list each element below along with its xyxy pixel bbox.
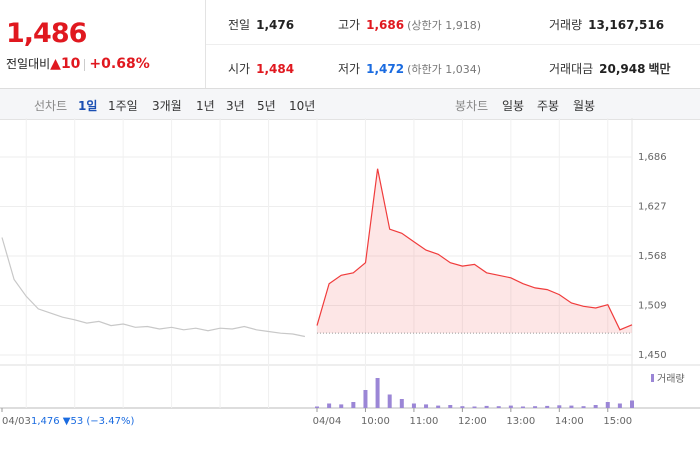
volume-bar — [411, 403, 416, 408]
volume-bar — [339, 404, 344, 408]
volume-bar — [363, 390, 368, 408]
volume-bar — [399, 399, 404, 408]
stat: 고가 1,686 (상한가 1,918) — [338, 16, 481, 33]
stat-label: 거래량 — [549, 18, 583, 32]
volume-bar — [484, 405, 489, 408]
volume-bar — [520, 406, 525, 408]
tab[interactable]: 월봉 — [573, 99, 596, 113]
stat: 거래량 13,167,516 — [549, 16, 664, 33]
volume-legend-swatch — [651, 374, 654, 382]
tab-group-label: 봉차트 — [455, 99, 489, 113]
change-rate: +0.68% — [89, 56, 150, 72]
volume-bar — [593, 405, 598, 408]
volume-bar — [436, 405, 441, 408]
x-tick-label: 11:00 — [410, 416, 439, 427]
stat-value: 1,472 — [366, 62, 405, 76]
x-tick-label: 13:00 — [506, 416, 535, 427]
volume-bar — [496, 406, 501, 408]
volume-bar — [315, 406, 319, 408]
y-tick-label: 1,627 — [638, 202, 667, 213]
annotation: 1,476 ▼53 (−3.47%) — [31, 416, 134, 427]
y-tick-label: 1,509 — [638, 301, 667, 312]
x-tick-label: 12:00 — [458, 416, 487, 427]
x-tick-label: 10:00 — [361, 416, 390, 427]
stat-note: (하한가 1,034) — [407, 63, 481, 76]
volume-bar — [630, 400, 634, 408]
stat: 거래대금 20,948 백만 — [549, 60, 671, 77]
volume-legend: 거래량 — [657, 373, 685, 385]
tab-bar: 선차트 1일 1주일 3개월 1년 3년 5년 10년 봉차트 일봉 주봉 월봉 — [0, 89, 700, 120]
stat-label: 저가 — [338, 62, 361, 76]
header: 1,486 전일대비▲10 +0.68% 전일 1,476 고가 1,686 (상한가 … — [0, 0, 700, 89]
tab[interactable]: 1주일 — [108, 99, 138, 113]
volume-bar — [557, 405, 562, 408]
stat: 시가 1,484 — [228, 60, 294, 77]
change: 전일대비▲10 +0.68% — [6, 55, 150, 72]
x-tick-label: 04/04 — [313, 416, 342, 427]
price-box: 1,486 전일대비▲10 +0.68% — [0, 0, 206, 88]
stat: 전일 1,476 — [228, 16, 294, 33]
price: 1,486 — [6, 18, 87, 49]
stat-value: 1,484 — [256, 62, 295, 76]
x-tick-label: 15:00 — [603, 416, 632, 427]
change-value: ▲10 — [50, 56, 81, 72]
tab[interactable]: 3개월 — [152, 99, 182, 113]
tab[interactable]: 1일 — [78, 99, 98, 113]
volume-bar — [375, 378, 380, 408]
volume-bar — [351, 402, 356, 408]
stat-label: 시가 — [228, 62, 251, 76]
stat-value: 13,167,516 — [588, 18, 665, 32]
stat-note: (상한가 1,918) — [407, 19, 481, 32]
volume-bar — [508, 405, 513, 408]
volume-bar — [605, 402, 610, 408]
volume-bar — [448, 405, 453, 408]
tab-group-label: 선차트 — [34, 99, 68, 113]
tab[interactable]: 주봉 — [537, 99, 560, 113]
stat-label: 전일 — [228, 18, 251, 32]
tab[interactable]: 일봉 — [502, 99, 525, 113]
line — [316, 168, 633, 331]
stat-value: 20,948 — [599, 62, 646, 76]
tab[interactable]: 5년 — [257, 99, 276, 113]
chart: 1,450 1,509 1,568 1,627 1,686 04/03 04/04 10:00… — [0, 118, 700, 427]
stat-unit: 백만 — [648, 62, 671, 76]
volume-bar — [533, 406, 538, 408]
x-tick-label: 14:00 — [555, 416, 584, 427]
volume-bar — [460, 406, 465, 408]
tab[interactable]: 3년 — [226, 99, 245, 113]
volume-bar — [387, 394, 392, 408]
line — [1, 237, 306, 338]
y-tick-label: 1,686 — [638, 152, 667, 163]
tab[interactable]: 10년 — [289, 99, 316, 113]
volume-bar — [545, 405, 550, 408]
stat-label: 거래대금 — [549, 62, 594, 76]
volume-bar — [581, 406, 586, 408]
volume-bar — [569, 405, 574, 408]
stat-value: 1,476 — [256, 18, 295, 32]
x-tick-label: 04/03 — [2, 416, 31, 427]
volume-bar — [472, 406, 477, 408]
y-tick-label: 1,450 — [638, 350, 667, 361]
stat: 저가 1,472 (하한가 1,034) — [338, 60, 481, 77]
change-label: 전일대비 — [6, 57, 51, 71]
volume-bar — [617, 403, 622, 408]
y-tick-label: 1,568 — [638, 251, 667, 262]
tab[interactable]: 1년 — [196, 99, 215, 113]
stat-value: 1,686 — [366, 18, 405, 32]
stat-label: 고가 — [338, 18, 361, 32]
volume-bar — [327, 403, 332, 408]
volume-bar — [424, 404, 429, 408]
area — [317, 168, 632, 334]
